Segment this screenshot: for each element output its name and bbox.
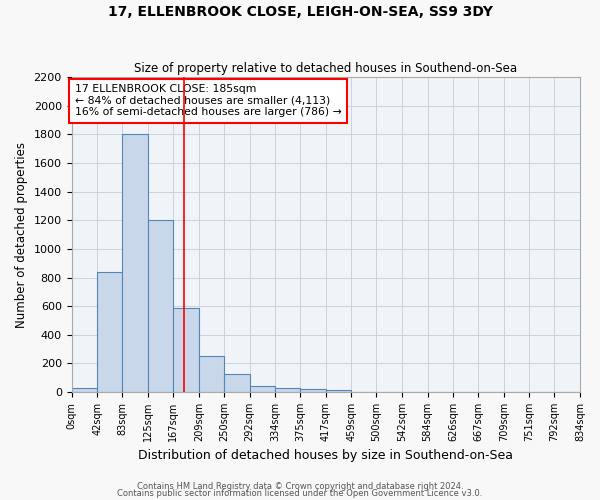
Bar (250, 386, 275, 392)
Bar (199, 356, 224, 392)
Bar (97, 272, 122, 392)
X-axis label: Distribution of detached houses by size in Southend-on-Sea: Distribution of detached houses by size … (138, 450, 513, 462)
Bar (224, 374, 250, 392)
Bar (326, 390, 352, 392)
Bar (148, 220, 173, 392)
Bar (71, 388, 97, 392)
Bar (122, 134, 148, 392)
Bar (275, 388, 300, 392)
Bar (173, 308, 199, 392)
Bar (300, 389, 326, 392)
Text: Contains HM Land Registry data © Crown copyright and database right 2024.: Contains HM Land Registry data © Crown c… (137, 482, 463, 491)
Text: 17, ELLENBROOK CLOSE, LEIGH-ON-SEA, SS9 3DY: 17, ELLENBROOK CLOSE, LEIGH-ON-SEA, SS9 … (107, 5, 493, 19)
Text: 17 ELLENBROOK CLOSE: 185sqm
← 84% of detached houses are smaller (4,113)
16% of : 17 ELLENBROOK CLOSE: 185sqm ← 84% of det… (74, 84, 341, 117)
Title: Size of property relative to detached houses in Southend-on-Sea: Size of property relative to detached ho… (134, 62, 517, 74)
Y-axis label: Number of detached properties: Number of detached properties (15, 142, 28, 328)
Text: Contains public sector information licensed under the Open Government Licence v3: Contains public sector information licen… (118, 489, 482, 498)
